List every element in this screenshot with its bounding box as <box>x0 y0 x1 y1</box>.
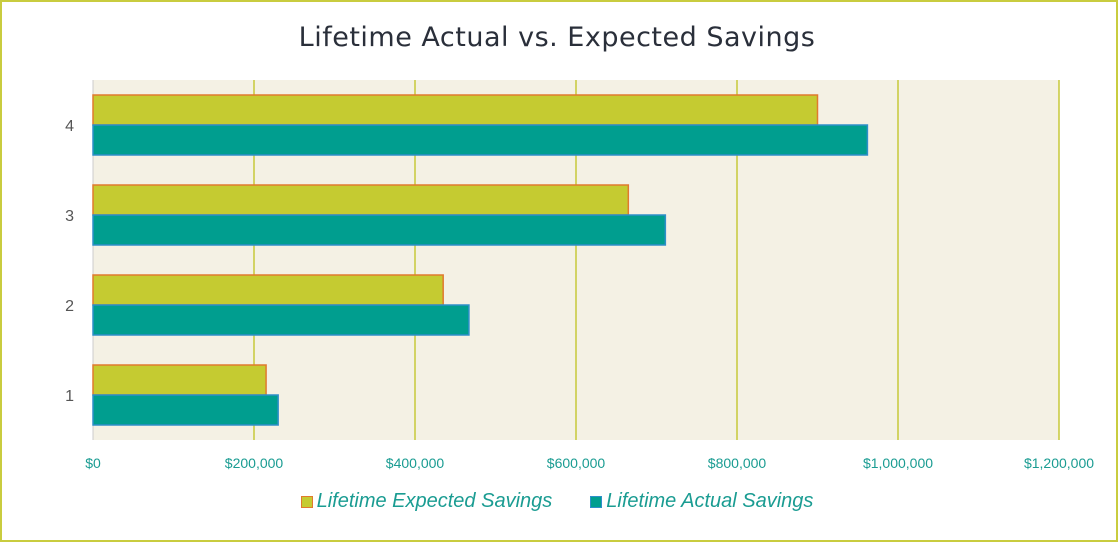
bar-expected <box>92 94 819 126</box>
y-tick-label: 3 <box>65 208 74 225</box>
bar-actual <box>92 124 869 156</box>
y-tick-label: 2 <box>65 298 74 315</box>
legend-swatch-expected <box>300 495 313 508</box>
legend-label-expected: Lifetime Expected Savings <box>316 490 553 512</box>
x-tick-label: $800,000 <box>708 455 767 471</box>
chart-title: Lifetime Actual vs. Expected Savings <box>298 22 816 53</box>
x-tick-label: $0 <box>85 455 101 471</box>
bar-actual <box>92 394 279 426</box>
legend-swatch-actual <box>590 495 603 508</box>
x-tick-label: $200,000 <box>225 455 284 471</box>
y-tick-label: 4 <box>65 118 74 135</box>
x-tick-label: $1,000,000 <box>863 455 933 471</box>
y-tick-label: 1 <box>65 388 74 405</box>
x-tick-label: $400,000 <box>386 455 445 471</box>
bar-expected <box>92 184 630 216</box>
bar-actual <box>92 214 667 246</box>
bar-expected <box>92 274 444 306</box>
x-tick-label: $600,000 <box>547 455 606 471</box>
legend-item-actual: Lifetime Actual Savings <box>590 490 813 513</box>
bar-expected <box>92 364 267 396</box>
chart-legend: Lifetime Expected Savings Lifetime Actua… <box>0 490 1114 513</box>
legend-item-expected: Lifetime Expected Savings <box>300 490 553 513</box>
x-tick-label: $1,200,000 <box>1024 455 1094 471</box>
bar-actual <box>92 304 470 336</box>
legend-label-actual: Lifetime Actual Savings <box>606 490 814 512</box>
